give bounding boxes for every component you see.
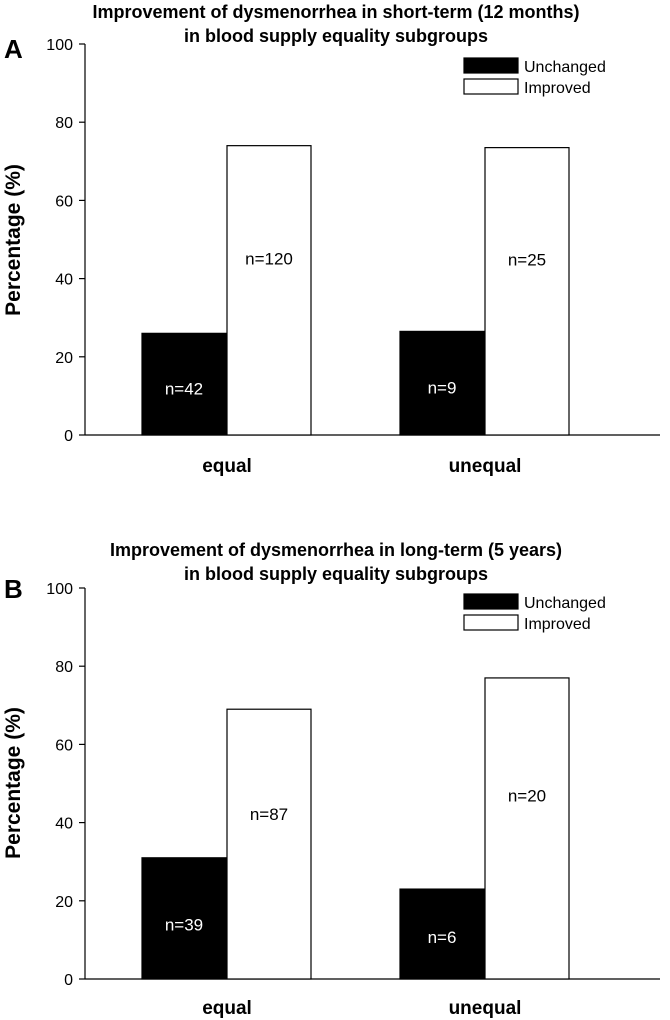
chart-panel-a: A Improvement of dysmenorrhea in short-te… [2,2,660,477]
bar-count-label: n=6 [428,928,457,947]
bar-count-label: n=120 [245,249,293,268]
y-tick-label: 0 [64,428,73,445]
bar-count-label: n=39 [165,916,203,935]
bar-count-label: n=87 [250,805,288,824]
legend-label-unchanged: Unchanged [524,595,606,612]
y-tick-label: 20 [55,894,73,911]
bar-unchanged-unequal [399,888,485,980]
legend-swatch-improved [463,78,519,95]
y-axis-label: Percentage (%) [2,707,25,859]
legend-swatch-unchanged [463,593,519,610]
chart-panel-b: B Improvement of dysmenorrhea in long-ter… [2,540,660,1019]
y-tick-label: 20 [55,350,73,367]
y-tick-label: 80 [55,115,73,132]
bar-unchanged-equal [141,332,227,436]
x-category-label: equal [202,456,252,477]
x-category-label: unequal [449,998,522,1019]
legend-label-unchanged: Unchanged [524,59,606,76]
y-tick-label: 60 [55,193,73,210]
chart-title-line2: in blood supply equality subgroups [184,564,488,584]
y-tick-label: 80 [55,659,73,676]
bar-improved-equal [226,708,312,980]
bar-count-label: n=25 [508,250,546,269]
y-axis-label: Percentage (%) [2,164,25,316]
chart-title-line1: Improvement of dysmenorrhea in long-term… [110,540,562,560]
panel-letter: A [4,34,23,64]
y-tick-label: 40 [55,272,73,289]
chart-title-line2: in blood supply equality subgroups [184,26,488,46]
panel-letter: B [4,574,23,604]
x-category-label: unequal [449,456,522,477]
y-tick-label: 100 [46,37,73,54]
bar-improved-unequal [484,147,570,436]
x-category-label: equal [202,998,252,1019]
legend-swatch-unchanged [463,57,519,74]
bar-unchanged-equal [141,857,227,980]
y-tick-label: 60 [55,737,73,754]
bar-count-label: n=9 [428,379,457,398]
bar-unchanged-unequal [399,330,485,436]
bar-count-label: n=20 [508,786,546,805]
legend-label-improved: Improved [524,80,591,97]
y-tick-label: 100 [46,581,73,598]
y-tick-label: 0 [64,972,73,989]
bar-improved-equal [226,145,312,436]
bar-improved-unequal [484,677,570,980]
legend-swatch-improved [463,614,519,631]
y-tick-label: 40 [55,816,73,833]
chart-title-line1: Improvement of dysmenorrhea in short-ter… [92,2,579,22]
legend-label-improved: Improved [524,616,591,633]
bar-count-label: n=42 [165,379,203,398]
